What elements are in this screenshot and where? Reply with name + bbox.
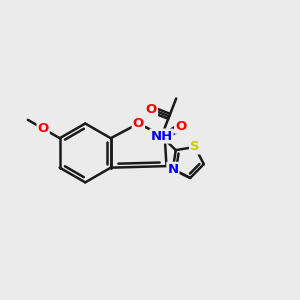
Text: O: O [38, 122, 49, 135]
Text: S: S [190, 140, 200, 153]
Text: O: O [146, 103, 157, 116]
Text: N: N [167, 163, 178, 176]
Text: NH: NH [150, 130, 172, 142]
Text: O: O [175, 120, 186, 133]
Text: O: O [133, 117, 144, 130]
